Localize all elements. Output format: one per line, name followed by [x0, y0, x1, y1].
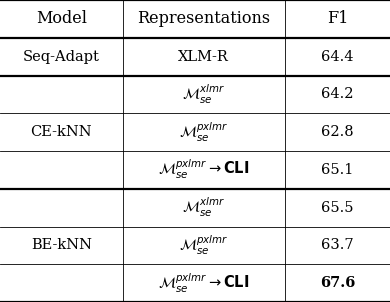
Text: $\mathcal{M}_{se}^{pxlmr}$: $\mathcal{M}_{se}^{pxlmr}$ — [179, 120, 229, 144]
Text: $\mathcal{M}_{se}^{pxlmr} \rightarrow \mathbf{CLI}$: $\mathcal{M}_{se}^{pxlmr} \rightarrow \m… — [158, 271, 250, 295]
Text: F1: F1 — [327, 10, 348, 27]
Text: Seq-Adapt: Seq-Adapt — [23, 50, 100, 64]
Text: 65.1: 65.1 — [321, 163, 354, 177]
Text: $\mathcal{M}_{se}^{pxlmr} \rightarrow \mathbf{CLI}$: $\mathcal{M}_{se}^{pxlmr} \rightarrow \m… — [158, 158, 250, 182]
Text: 63.7: 63.7 — [321, 238, 354, 252]
Text: XLM-R: XLM-R — [178, 50, 229, 64]
Text: 64.2: 64.2 — [321, 87, 354, 101]
Text: $\mathcal{M}_{se}^{xlmr}$: $\mathcal{M}_{se}^{xlmr}$ — [183, 196, 225, 219]
Text: $\mathcal{M}_{se}^{xlmr}$: $\mathcal{M}_{se}^{xlmr}$ — [183, 83, 225, 106]
Text: 67.6: 67.6 — [320, 276, 355, 290]
Text: Representations: Representations — [137, 10, 270, 27]
Text: CE-kNN: CE-kNN — [30, 125, 92, 139]
Text: $\mathcal{M}_{se}^{pxlmr}$: $\mathcal{M}_{se}^{pxlmr}$ — [179, 234, 229, 257]
Text: BE-kNN: BE-kNN — [31, 238, 92, 252]
Text: 64.4: 64.4 — [321, 50, 354, 64]
Text: 62.8: 62.8 — [321, 125, 354, 139]
Text: 65.5: 65.5 — [321, 201, 354, 215]
Text: Model: Model — [36, 10, 87, 27]
